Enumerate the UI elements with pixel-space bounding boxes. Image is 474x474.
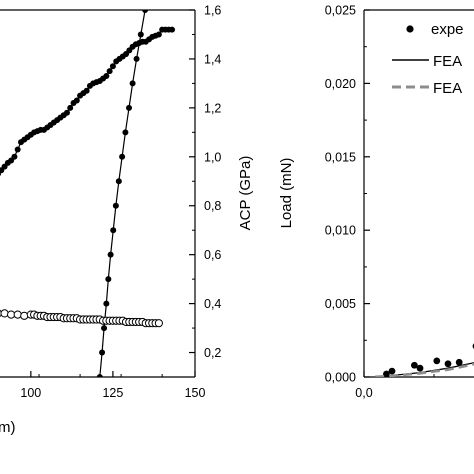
legend: expe FEA FEA: [392, 21, 464, 97]
left-series-0-point: [83, 87, 90, 94]
left-x-tick-label: 125: [102, 386, 123, 400]
right-y-tick-label: 0,010: [325, 224, 356, 238]
left-y-tick-label: 1,0: [204, 150, 221, 164]
left-y-tick-label: 0,2: [204, 346, 221, 360]
left-x-tick-label: 150: [185, 386, 206, 400]
left-series-0-point: [155, 31, 162, 38]
left-x-tick-label: 100: [20, 386, 41, 400]
left-series-1-point: [133, 55, 140, 62]
left-right-y-ticks: 0,2 0,4 0,6 0,8 1,0 1,2 1,4 1,6: [189, 4, 221, 378]
right-panel: 0,02,5 0,000 0,005 0,010 0,015 0,020 0,025 Lo…: [278, 4, 474, 400]
left-series-0-point: [11, 153, 18, 160]
legend-label-fea-dashed: FEA: [433, 80, 462, 97]
left-series-2-point: [154, 319, 163, 328]
left-series-1-point: [107, 251, 114, 258]
left-series-1-point: [105, 276, 112, 283]
right-expe-point: [455, 358, 463, 366]
left-series-1-line: [99, 10, 146, 377]
left-y-tick-label: 0,8: [204, 199, 221, 213]
left-y-tick-label: 0,4: [204, 297, 221, 311]
left-x-ticks: 100 125 150: [20, 371, 206, 400]
right-y-tick-label: 0,000: [325, 371, 356, 385]
right-y-tick-label: 0,015: [325, 150, 356, 164]
right-expe-point: [416, 364, 424, 372]
left-series-1-point: [115, 178, 122, 185]
left-series-0-point: [14, 146, 21, 153]
left-series-0-line: [0, 28, 173, 173]
left-series-1-point: [99, 349, 106, 356]
left-series-1-point: [103, 300, 110, 307]
right-y-ticks: 0,000 0,005 0,010 0,015 0,020 0,025: [325, 4, 370, 385]
left-y-tick-label: 1,2: [204, 101, 221, 115]
left-series-2-point: [13, 310, 22, 319]
left-right-y-axis-title: ACP (GPa): [237, 156, 254, 231]
right-expe-point: [433, 357, 441, 365]
legend-label-fea-solid: FEA: [433, 53, 462, 70]
left-y-tick-label: 1,4: [204, 52, 221, 66]
right-y-axis-title: Load (mN): [278, 158, 295, 229]
legend-label-expe: expe: [431, 21, 464, 38]
right-y-tick-label: 0,005: [325, 297, 356, 311]
left-series-2-point: [20, 311, 29, 320]
left-series-1-point: [126, 104, 133, 111]
left-series-1-point: [129, 80, 136, 87]
legend-marker-expe: [406, 25, 414, 33]
left-series-0-point: [67, 104, 74, 111]
right-x-tick-label: 0,0: [355, 386, 372, 400]
left-series-0-point: [73, 97, 80, 104]
right-y-tick-label: 0,025: [325, 4, 356, 18]
left-data-marks: [0, 10, 176, 377]
right-expe-point: [388, 367, 396, 375]
left-series-1-point: [101, 325, 108, 332]
left-y-tick-label: 0,6: [204, 248, 221, 262]
left-series-2-point: [0, 309, 9, 318]
left-series-0-point: [169, 26, 176, 33]
right-expe-point: [444, 360, 452, 368]
left-series-1-point: [112, 202, 119, 209]
left-series-0-point: [106, 68, 113, 75]
left-y-tick-label: 1,6: [204, 4, 221, 18]
left-x-axis-title: m): [0, 419, 16, 436]
right-x-ticks: 0,02,5: [355, 371, 435, 400]
left-series-1-point: [142, 10, 149, 13]
left-series-1-point: [122, 129, 129, 136]
right-fea-dashed-line: [375, 362, 474, 377]
left-series-1-point: [110, 227, 117, 234]
left-series-1-point: [96, 374, 103, 377]
right-data-marks: [375, 343, 474, 377]
left-series-0-point: [103, 73, 110, 80]
left-series-0-point: [63, 109, 70, 116]
right-expe-point: [411, 361, 418, 369]
left-series-1-point: [137, 31, 144, 38]
left-series-1-point: [119, 153, 126, 160]
right-y-tick-label: 0,020: [325, 77, 356, 91]
left-series-0-point: [109, 63, 116, 70]
left-panel: 100 125 150 0,2 0,4 0,6 0,8 1,0 1,2 1,4 1,6 m) AC…: [0, 4, 254, 436]
